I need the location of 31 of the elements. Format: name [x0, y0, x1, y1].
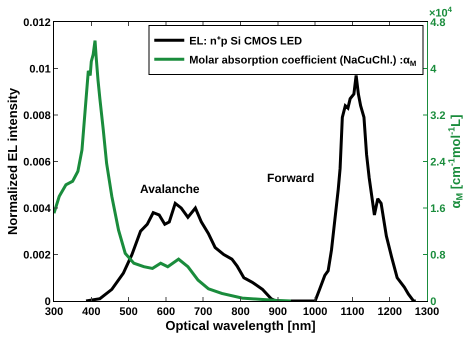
y-tick-label: 0.002	[23, 249, 51, 262]
annotation: Forward	[267, 171, 314, 185]
y-tick-label: 0	[44, 296, 51, 308]
x-tick-label: 400	[82, 306, 100, 318]
y-tick-label: 0.006	[23, 156, 51, 168]
legend-label: Molar absorption coefficient (NaCuChl.) :α$_{M}$	[189, 54, 416, 68]
x-axis-title: Optical wavelength [nm]	[165, 318, 316, 334]
x-tick-label: 300	[44, 306, 64, 318]
y2-tick-label: 2.4	[430, 156, 446, 168]
legend-label: EL: n⁺p Si CMOS LED	[189, 36, 302, 48]
y-axis-title: Normalized EL intensity	[5, 87, 20, 236]
x-tick-label: 800	[231, 306, 250, 318]
y2-tick-label: 3.2	[430, 110, 446, 122]
x-tick-label: 600	[156, 306, 176, 318]
annotation: Avalanche	[140, 182, 200, 196]
y-tick-label: 0.012	[23, 16, 51, 29]
y2-tick-label: 0	[430, 296, 436, 308]
x-tick-label: 1300	[414, 306, 440, 318]
y2-tick-label: 0.8	[430, 249, 446, 262]
x-tick-label: 1200	[377, 306, 402, 318]
x-tick-label: 1000	[302, 306, 328, 318]
x-tick-label: 500	[119, 306, 138, 318]
y-tick-label: 0.01	[29, 63, 51, 76]
y-tick-label: 0.008	[23, 110, 51, 122]
y2-tick-label: 1.6	[430, 202, 446, 215]
y-tick-label: 0.004	[23, 202, 52, 215]
x-tick-label: 900	[268, 306, 287, 318]
x-tick-label: 700	[194, 306, 212, 318]
x-tick-label: 1100	[340, 306, 364, 318]
y2-tick-label: 4.8	[430, 16, 446, 29]
y2-tick-label: 4	[430, 63, 438, 76]
